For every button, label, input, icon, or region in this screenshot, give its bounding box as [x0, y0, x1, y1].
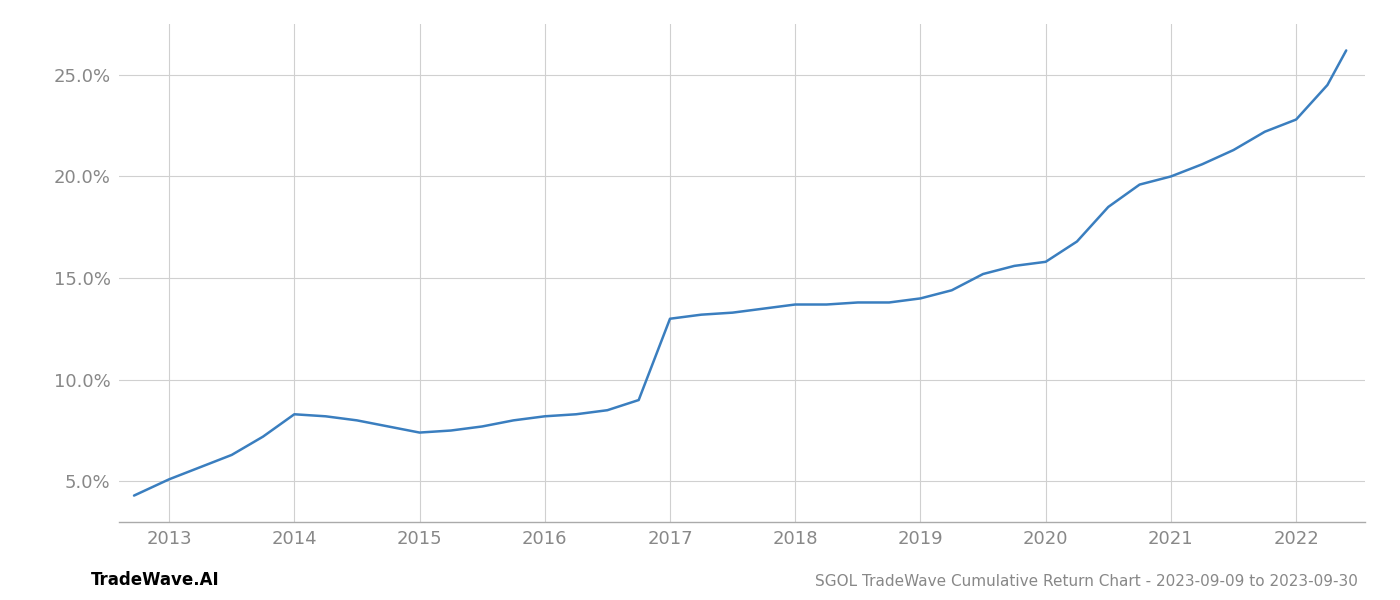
Text: TradeWave.AI: TradeWave.AI: [91, 571, 220, 589]
Text: SGOL TradeWave Cumulative Return Chart - 2023-09-09 to 2023-09-30: SGOL TradeWave Cumulative Return Chart -…: [815, 574, 1358, 589]
